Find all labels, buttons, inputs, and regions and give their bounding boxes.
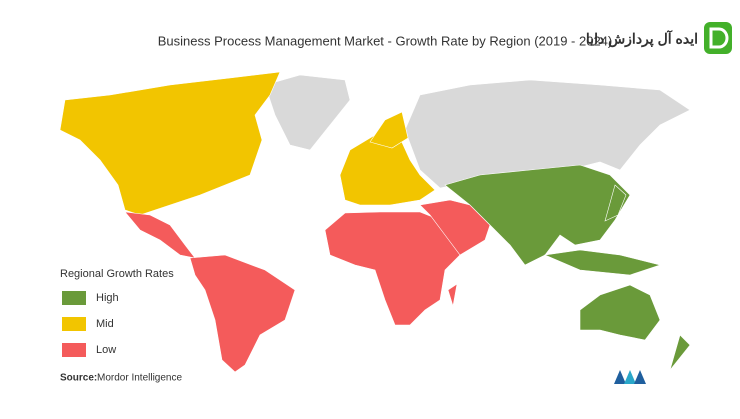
greenland — [264, 74, 351, 151]
brand-text: ایده آل پردازش دایا — [586, 30, 698, 48]
japan — [604, 184, 627, 222]
title: Business Process Management Market - Gro… — [158, 33, 613, 48]
legend-swatch — [62, 343, 86, 357]
legend-label: Mid — [96, 318, 114, 330]
north-america — [59, 71, 281, 216]
legend-label: High — [96, 292, 119, 304]
australia — [579, 284, 661, 341]
source-text: Mordor Intelligence — [97, 373, 182, 384]
asia — [444, 164, 631, 266]
brand-logo — [704, 22, 732, 54]
new-zealand — [669, 334, 691, 371]
legend-title: Regional Growth Rates — [60, 268, 174, 280]
south-america — [189, 254, 296, 373]
africa — [324, 211, 461, 326]
madagascar — [447, 283, 458, 307]
europe — [339, 134, 436, 206]
source-label: Source: — [60, 373, 97, 384]
legend-label: Low — [96, 344, 116, 356]
legend: High Mid Low — [62, 291, 119, 357]
middle-east — [419, 199, 491, 256]
legend-swatch — [62, 317, 86, 331]
world-map — [59, 71, 691, 373]
scandinavia — [369, 111, 409, 149]
indonesia — [543, 249, 662, 276]
mordor-logo — [614, 370, 646, 384]
legend-swatch — [62, 291, 86, 305]
